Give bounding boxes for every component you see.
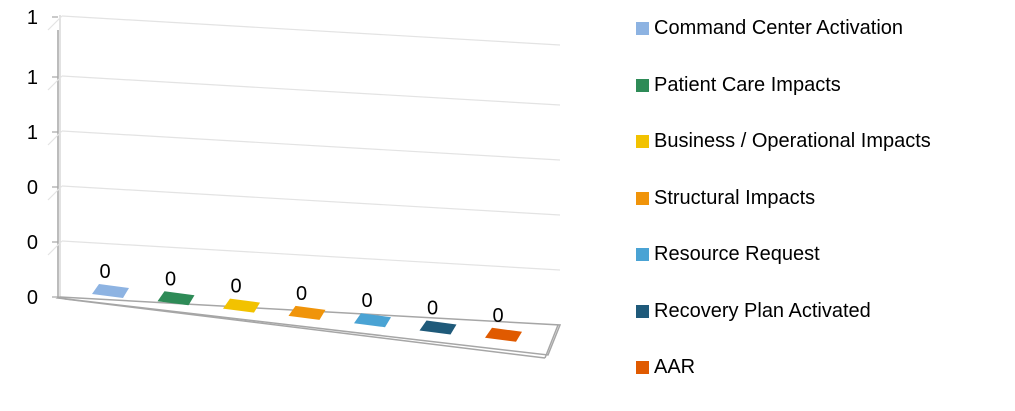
legend: Command Center Activation Patient Care Im…: [636, 15, 1011, 411]
legend-item: Structural Impacts: [636, 185, 1011, 212]
legend-swatch: [636, 248, 649, 261]
legend-item: Business / Operational Impacts: [636, 128, 1011, 155]
data-label-2: 0: [230, 276, 241, 298]
data-label-4: 0: [361, 290, 372, 312]
bar-6: [485, 327, 522, 342]
data-label-6: 0: [492, 305, 503, 327]
y-tick-label: 0: [27, 287, 38, 309]
bar-3: [288, 305, 326, 320]
legend-swatch: [636, 304, 649, 318]
gridline-side: [47, 130, 63, 146]
data-label-5: 0: [427, 298, 438, 320]
legend-item: AAR: [636, 354, 1011, 381]
legend-swatch: [636, 361, 649, 374]
chart-plot-area: 0 0 0 1 1 1 0 0 0 0 0 0 0: [27, 7, 562, 359]
chart-walls: [55, 15, 562, 359]
gridline-side: [47, 185, 63, 201]
gridline: [61, 240, 561, 271]
bar-0: [92, 284, 129, 298]
floor-left-edge: [57, 296, 66, 300]
floor-right-edge: [544, 324, 559, 359]
y-tick-label: 0: [27, 177, 38, 199]
gridline-side: [47, 75, 63, 91]
gridline: [61, 75, 561, 106]
y-tick-label: 1: [27, 67, 38, 89]
gridline-side: [47, 240, 63, 256]
data-labels: 0 0 0 0 0 0 0: [99, 261, 503, 327]
bar-4: [354, 313, 391, 328]
y-tick-label: 1: [27, 7, 38, 29]
legend-item: Patient Care Impacts: [636, 72, 1011, 99]
legend-item: Resource Request: [636, 241, 1011, 268]
y-axis-ticks: 0 0 0 1 1 1: [27, 7, 58, 309]
legend-label: AAR: [654, 356, 696, 378]
data-label-3: 0: [296, 283, 307, 305]
bar-5: [419, 320, 457, 335]
legend-label: Resource Request: [654, 243, 820, 265]
legend-item: Recovery Plan Activated: [636, 298, 1011, 325]
bars: [92, 284, 522, 342]
floor-front-edge: [64, 298, 546, 359]
legend-label: Patient Care Impacts: [654, 73, 841, 96]
gridline: [61, 15, 561, 46]
bar-1: [157, 291, 195, 306]
bar-2: [223, 298, 260, 313]
legend-swatch: [636, 135, 649, 148]
legend-label: Command Center Activation: [654, 17, 904, 39]
gridline: [61, 185, 561, 216]
gridline: [61, 130, 561, 161]
legend-item: Command Center Activation: [636, 15, 1011, 42]
legend-swatch: [636, 78, 649, 92]
legend-swatch: [636, 22, 649, 35]
legend-swatch: [636, 191, 649, 205]
data-label-1: 0: [165, 268, 176, 290]
legend-label: Structural Impacts: [654, 186, 816, 209]
y-tick-label: 1: [27, 122, 38, 144]
chart-floor: [55, 296, 562, 356]
legend-label: Recovery Plan Activated: [654, 299, 871, 322]
data-label-0: 0: [99, 261, 110, 283]
y-tick-label: 0: [27, 232, 38, 254]
gridline-side: [47, 15, 63, 31]
legend-label: Business / Operational Impacts: [654, 130, 931, 152]
gridlines: [47, 15, 561, 271]
